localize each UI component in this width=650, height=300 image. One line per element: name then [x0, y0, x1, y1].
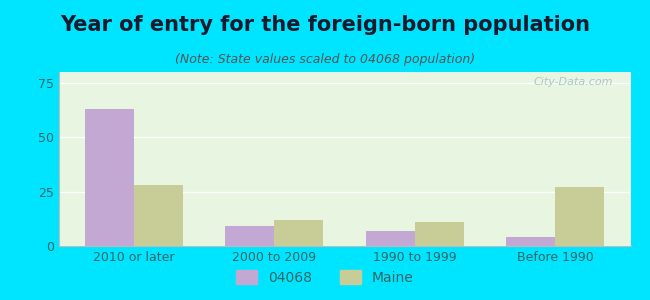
Text: City-Data.com: City-Data.com [534, 77, 614, 87]
Bar [415, 222, 464, 246]
Bar [365, 231, 415, 246]
Bar [274, 220, 324, 246]
Bar [225, 226, 274, 246]
Bar [84, 109, 134, 246]
Text: Year of entry for the foreign-born population: Year of entry for the foreign-born popul… [60, 15, 590, 35]
Bar [506, 237, 555, 246]
Text: (Note: State values scaled to 04068 population): (Note: State values scaled to 04068 popu… [175, 52, 475, 65]
Bar [555, 187, 605, 246]
Legend: 04068, Maine: 04068, Maine [231, 264, 419, 290]
Bar [134, 185, 183, 246]
